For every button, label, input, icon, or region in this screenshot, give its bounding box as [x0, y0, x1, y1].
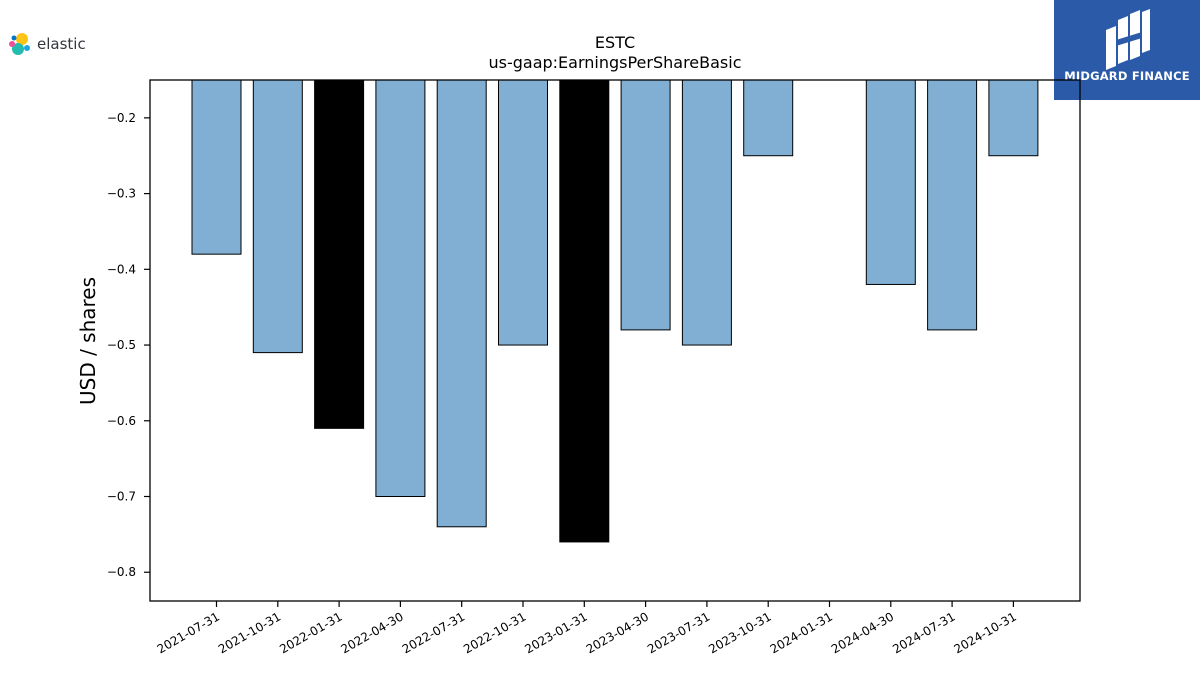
bar-2021-10-31: [252, 79, 303, 354]
elastic-logo-icon: [9, 33, 30, 55]
x-tick-label: 2023-04-30: [584, 609, 651, 656]
bar-2023-04-30: [620, 79, 671, 331]
bar-2023-01-31: [559, 79, 610, 543]
y-tick-label: −0.8: [107, 565, 136, 579]
midgard-finance-logo: MIDGARD FINANCE: [1054, 0, 1200, 100]
x-tick-label: 2021-10-31: [216, 609, 283, 656]
bar-2022-07-31: [436, 79, 487, 528]
x-axis-ticks: 2021-07-312021-10-312022-01-312022-04-30…: [155, 601, 1019, 656]
x-tick-label: 2022-07-31: [400, 609, 467, 656]
bars-group: [191, 79, 1039, 543]
x-tick-label: 2022-01-31: [277, 609, 344, 656]
bar-2022-10-31: [498, 79, 548, 346]
x-tick-label: 2024-10-31: [951, 609, 1018, 656]
elastic-logo: elastic: [8, 31, 86, 57]
bar-2024-10-31: [988, 79, 1039, 157]
x-tick-label: 2022-10-31: [461, 609, 528, 656]
bar-2022-01-31: [314, 79, 365, 429]
x-tick-label: 2022-04-30: [338, 609, 405, 656]
bar-2023-07-31: [681, 79, 732, 346]
bar-2023-10-31: [743, 79, 794, 157]
y-tick-label: −0.3: [107, 187, 136, 201]
y-tick-label: −0.5: [107, 338, 136, 352]
y-tick-label: −0.6: [107, 414, 136, 428]
x-tick-label: 2023-01-31: [522, 609, 589, 656]
bar-2024-07-31: [927, 79, 978, 331]
x-tick-label: 2024-04-30: [829, 609, 896, 656]
plot-frame: [149, 79, 1081, 602]
y-axis-ticks: −0.2 −0.3 −0.4 −0.5 −0.6 −0.7 −0.8: [107, 111, 150, 579]
elastic-logo-text: elastic: [37, 35, 86, 53]
chart-title: ESTC: [595, 33, 635, 52]
bar-2024-04-30: [865, 79, 916, 285]
bar-2022-04-30: [375, 79, 426, 497]
x-tick-label: 2023-10-31: [706, 609, 773, 656]
y-tick-label: −0.2: [107, 111, 136, 125]
x-tick-label: 2023-07-31: [645, 609, 712, 656]
chart-subtitle: us-gaap:EarningsPerShareBasic: [488, 53, 741, 72]
midgard-logo-text: MIDGARD FINANCE: [1064, 69, 1190, 83]
midgard-logo-mark: [1106, 9, 1150, 70]
y-tick-label: −0.4: [107, 262, 136, 276]
x-tick-label: 2024-01-31: [768, 609, 835, 656]
bar-2021-07-31: [191, 79, 242, 255]
y-tick-label: −0.7: [107, 489, 136, 503]
y-axis-label: USD / shares: [76, 277, 100, 405]
x-tick-label: 2024-07-31: [890, 609, 957, 656]
x-tick-label: 2021-07-31: [155, 609, 222, 656]
